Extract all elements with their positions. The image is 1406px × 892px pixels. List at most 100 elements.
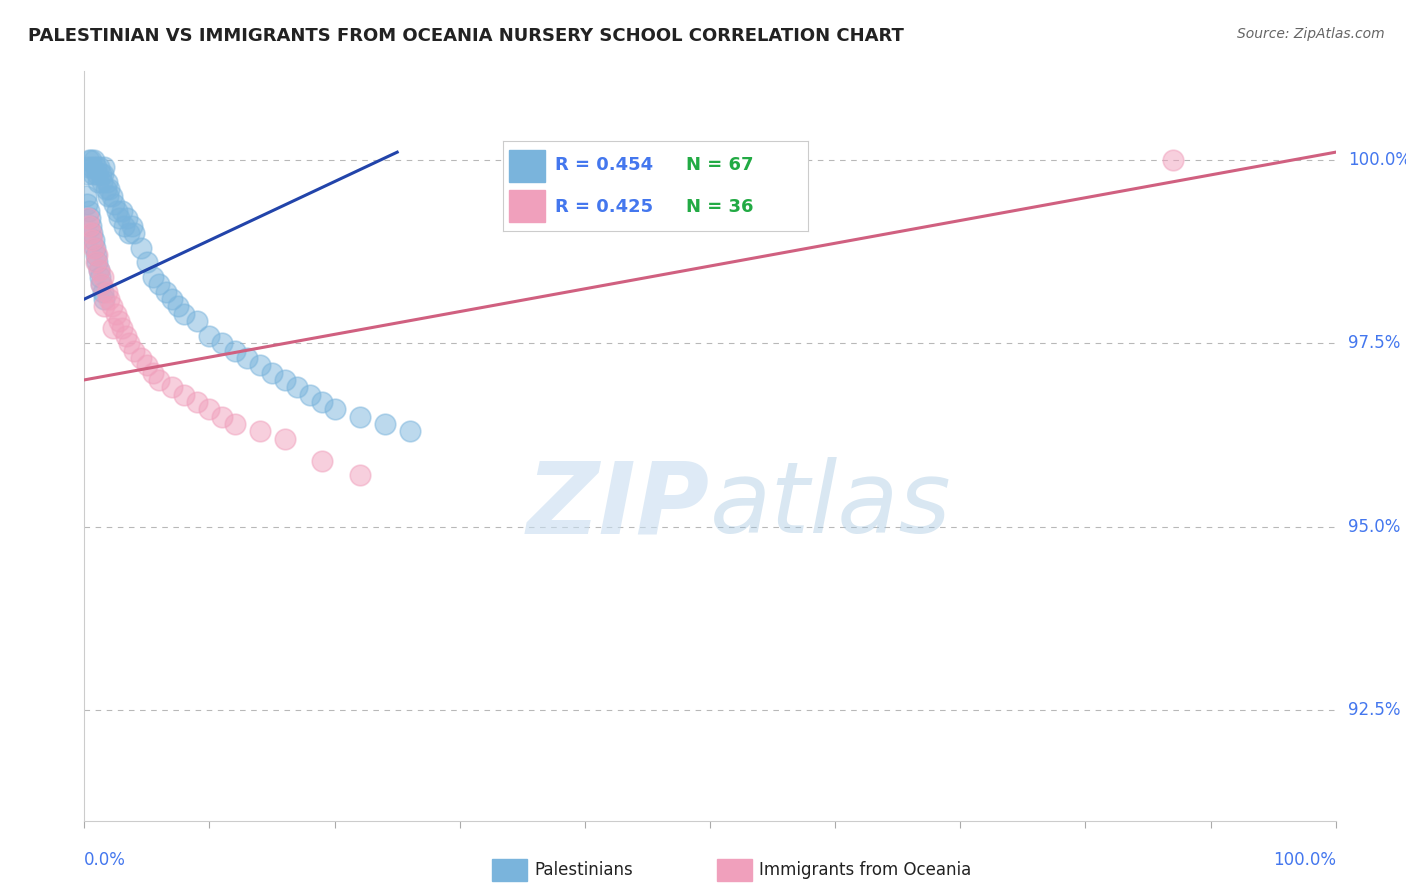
Text: PALESTINIAN VS IMMIGRANTS FROM OCEANIA NURSERY SCHOOL CORRELATION CHART: PALESTINIAN VS IMMIGRANTS FROM OCEANIA N…: [28, 27, 904, 45]
Point: [87, 175, 110, 189]
Point: [129, 241, 152, 255]
Point: [101, 189, 124, 203]
Text: Palestinians: Palestinians: [534, 861, 633, 879]
Point: [90, 277, 112, 292]
Point: [118, 226, 141, 240]
Point: [83, 153, 105, 167]
Point: [80, 233, 103, 247]
Point: [311, 395, 333, 409]
Point: [273, 373, 295, 387]
Point: [86, 255, 108, 269]
Point: [84, 241, 107, 255]
Point: [349, 409, 371, 424]
Point: [112, 219, 135, 233]
Point: [142, 366, 165, 380]
Point: [101, 300, 124, 314]
Text: 100.0%: 100.0%: [1348, 151, 1406, 169]
Point: [91, 167, 114, 181]
Text: Immigrants from Oceania: Immigrants from Oceania: [759, 861, 972, 879]
Point: [98, 292, 121, 306]
Point: [167, 300, 190, 314]
Text: 0.0%: 0.0%: [84, 851, 127, 869]
Point: [105, 203, 128, 218]
Point: [108, 314, 131, 328]
Point: [84, 255, 107, 269]
Point: [80, 160, 103, 174]
Point: [115, 211, 138, 226]
Point: [160, 292, 183, 306]
Point: [173, 387, 195, 401]
Point: [75, 189, 97, 203]
Text: 95.0%: 95.0%: [1348, 517, 1400, 536]
Point: [84, 248, 107, 262]
Point: [98, 182, 121, 196]
Point: [79, 219, 101, 233]
Point: [77, 203, 100, 218]
Text: R = 0.454: R = 0.454: [554, 156, 652, 175]
Point: [91, 285, 114, 299]
Point: [103, 196, 125, 211]
Point: [398, 425, 420, 439]
Point: [90, 277, 112, 292]
Point: [79, 226, 101, 240]
Point: [142, 270, 165, 285]
Point: [1161, 153, 1184, 167]
Point: [249, 425, 271, 439]
Point: [224, 417, 246, 431]
Point: [77, 160, 100, 174]
Point: [87, 262, 110, 277]
Text: 97.5%: 97.5%: [1348, 334, 1400, 352]
Point: [211, 336, 233, 351]
Point: [262, 366, 284, 380]
Point: [94, 182, 117, 196]
Point: [93, 160, 115, 174]
Point: [93, 300, 115, 314]
Point: [160, 380, 183, 394]
Point: [224, 343, 246, 358]
Point: [96, 175, 118, 189]
Point: [101, 321, 124, 335]
Text: Source: ZipAtlas.com: Source: ZipAtlas.com: [1237, 27, 1385, 41]
Point: [111, 321, 134, 335]
Point: [121, 219, 143, 233]
Point: [104, 307, 127, 321]
Point: [323, 402, 346, 417]
Point: [86, 248, 108, 262]
Point: [249, 358, 271, 372]
Point: [80, 219, 103, 233]
Text: 100.0%: 100.0%: [1272, 851, 1336, 869]
Text: 92.5%: 92.5%: [1348, 701, 1400, 720]
Point: [84, 160, 107, 174]
Point: [173, 307, 195, 321]
Point: [96, 285, 118, 299]
Point: [148, 277, 170, 292]
Point: [148, 373, 170, 387]
Point: [79, 153, 101, 167]
Point: [83, 241, 105, 255]
Point: [76, 167, 98, 181]
Point: [311, 453, 333, 467]
Point: [82, 167, 104, 181]
Point: [93, 292, 115, 306]
FancyBboxPatch shape: [509, 151, 546, 182]
Point: [273, 432, 295, 446]
Point: [114, 328, 136, 343]
Point: [89, 262, 111, 277]
Point: [124, 226, 146, 240]
Point: [77, 211, 100, 226]
Point: [89, 160, 111, 174]
Point: [111, 203, 134, 218]
Point: [83, 233, 105, 247]
Point: [89, 270, 111, 285]
Point: [97, 189, 120, 203]
Point: [91, 270, 114, 285]
Point: [211, 409, 233, 424]
Point: [79, 211, 101, 226]
Point: [82, 226, 104, 240]
Point: [136, 255, 159, 269]
Text: N = 36: N = 36: [686, 197, 754, 216]
Point: [298, 387, 321, 401]
Point: [198, 402, 221, 417]
Point: [86, 167, 108, 181]
Point: [79, 153, 101, 167]
